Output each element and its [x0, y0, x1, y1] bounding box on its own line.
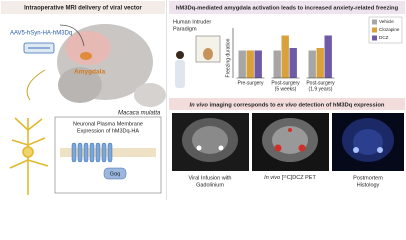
g-protein	[103, 167, 127, 180]
region-label: Amygdala	[74, 69, 105, 76]
bar	[289, 48, 297, 78]
legend-label: DCZ	[379, 35, 389, 40]
injection-arrow	[59, 24, 85, 47]
image-caption: Gadolinium	[196, 182, 224, 188]
legend-label: Vehicle	[379, 19, 394, 24]
species-label: Macaca mulatta	[118, 111, 161, 117]
vector-label: AAV5-hSyn-HA-hM3Dq	[10, 31, 72, 37]
bar	[324, 35, 332, 78]
title-part: In vivo	[190, 102, 209, 108]
caption-italic: In vivo	[264, 175, 280, 181]
x-tick-label: Pre-surgery	[237, 80, 264, 86]
x-tick-label: Post-surgery	[306, 80, 335, 86]
image-caption: Viral Infusion with	[188, 175, 231, 181]
legend-swatch	[372, 27, 377, 33]
image-caption: In vivo [¹¹C]DCZ PET	[264, 175, 316, 181]
monkey-illustration	[57, 24, 166, 107]
left-title: Intraoperative MRI delivery of viral vec…	[24, 6, 142, 12]
image-caption: Postmortem	[353, 175, 383, 181]
x-tick-label: (5 weeks)	[275, 86, 297, 92]
freezing-chart: Pre-surgery Post-surgery(5 weeks)Post-sur…	[232, 16, 403, 92]
x-tick-label: (1.9 years)	[309, 86, 333, 92]
membrane-label: Neuronal Plasma Membrane	[73, 121, 143, 127]
bar	[281, 35, 289, 78]
paradigm-label: Paradigm	[173, 26, 197, 32]
legend-swatch	[372, 35, 377, 41]
title-part: imaging corresponds to	[208, 102, 277, 108]
paradigm-label: Human Intruder	[173, 19, 211, 25]
graphical-abstract: Intraoperative MRI delivery of viral vec…	[1, 0, 405, 200]
protein-label: Gαq	[110, 171, 121, 177]
imaging-header-bg	[169, 98, 405, 110]
imaging-title: In vivo imaging corresponds to ex vivo d…	[190, 102, 385, 108]
neuron	[9, 117, 49, 195]
image-pet	[252, 113, 329, 171]
bar	[273, 50, 281, 78]
neuron-arrow	[26, 69, 46, 101]
legend-label: Clozapine	[379, 27, 400, 32]
bar	[246, 50, 254, 78]
bar	[316, 48, 324, 78]
title-part: detection of hM3Dq expression	[297, 102, 385, 108]
x-tick-label: Post-surgery	[271, 80, 300, 86]
title-part: ex vivo	[277, 102, 297, 108]
image-caption: Histology	[357, 182, 380, 188]
image-gadolinium	[172, 113, 249, 171]
image-histology	[332, 113, 404, 171]
legend-swatch	[372, 19, 377, 25]
left-header-bg	[1, 1, 165, 14]
behavior-header-bg	[169, 1, 405, 14]
caption-part: [¹¹C]DCZ PET	[280, 175, 316, 181]
y-axis-label: Freezing duration	[225, 38, 231, 77]
intruder-illustration	[175, 35, 221, 88]
syringe	[23, 42, 55, 54]
bar	[308, 50, 316, 78]
membrane-label: Expression of hM3Dq-HA	[77, 128, 139, 134]
bar	[254, 50, 262, 78]
behavior-title: hM3Dq-mediated amygdala activation leads…	[176, 6, 399, 12]
bar	[238, 50, 246, 78]
receptor	[71, 142, 113, 163]
